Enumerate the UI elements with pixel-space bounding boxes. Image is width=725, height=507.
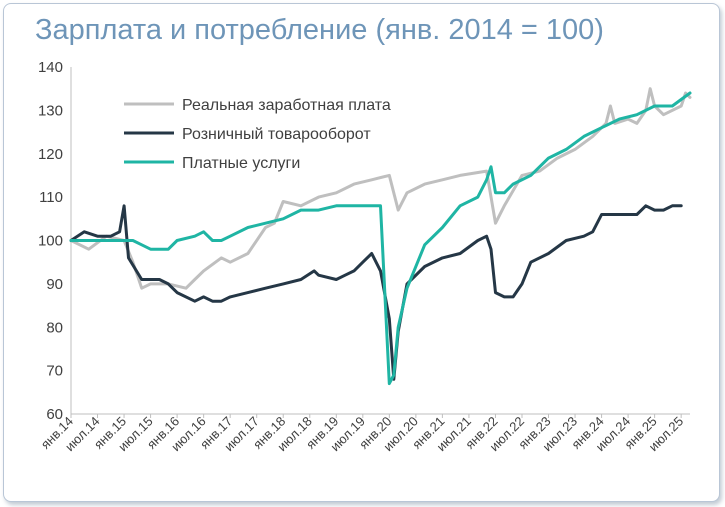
x-axis: янв.14июл.14янв.15июл.15янв.16июл.16янв.…: [38, 413, 690, 454]
y-tick-label: 60: [46, 406, 63, 423]
series-line-1: [69, 87, 692, 290]
y-tick-label: 90: [46, 276, 63, 293]
y-tick-label: 130: [38, 102, 63, 119]
y-tick-label: 70: [46, 363, 63, 380]
series-line-3: [69, 91, 692, 386]
legend-label: Реальная заработная плата: [182, 97, 391, 114]
chart-title: Зарплата и потребление (янв. 2014 = 100): [35, 14, 604, 46]
legend-label: Платные услуги: [182, 155, 300, 172]
series-line-2: [69, 204, 683, 381]
y-tick-label: 100: [38, 233, 63, 250]
y-tick-label: 140: [38, 59, 63, 76]
y-tick-label: 110: [39, 189, 63, 206]
y-tick-label: 80: [46, 319, 63, 336]
legend: Реальная заработная плата Розничный товар…: [124, 97, 391, 172]
y-axis: 60 70 80 90 100 110 120 130 140: [38, 59, 72, 423]
legend-label: Розничный товарооборот: [182, 126, 371, 143]
series-lines: [69, 87, 692, 386]
y-tick-label: 120: [38, 146, 63, 163]
chart-frame: Зарплата и потребление (янв. 2014 = 100): [3, 3, 720, 502]
